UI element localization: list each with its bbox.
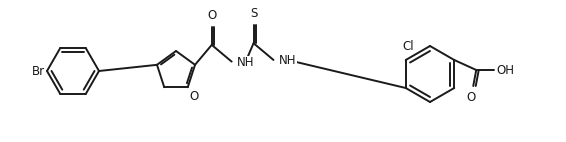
Text: O: O bbox=[207, 9, 216, 22]
Text: Cl: Cl bbox=[402, 40, 414, 53]
Text: O: O bbox=[466, 91, 476, 104]
Text: OH: OH bbox=[496, 63, 514, 77]
Text: NH: NH bbox=[237, 56, 254, 69]
Text: Br: Br bbox=[32, 64, 45, 78]
Text: S: S bbox=[250, 7, 258, 20]
Text: O: O bbox=[190, 90, 199, 103]
Text: NH: NH bbox=[278, 54, 296, 67]
